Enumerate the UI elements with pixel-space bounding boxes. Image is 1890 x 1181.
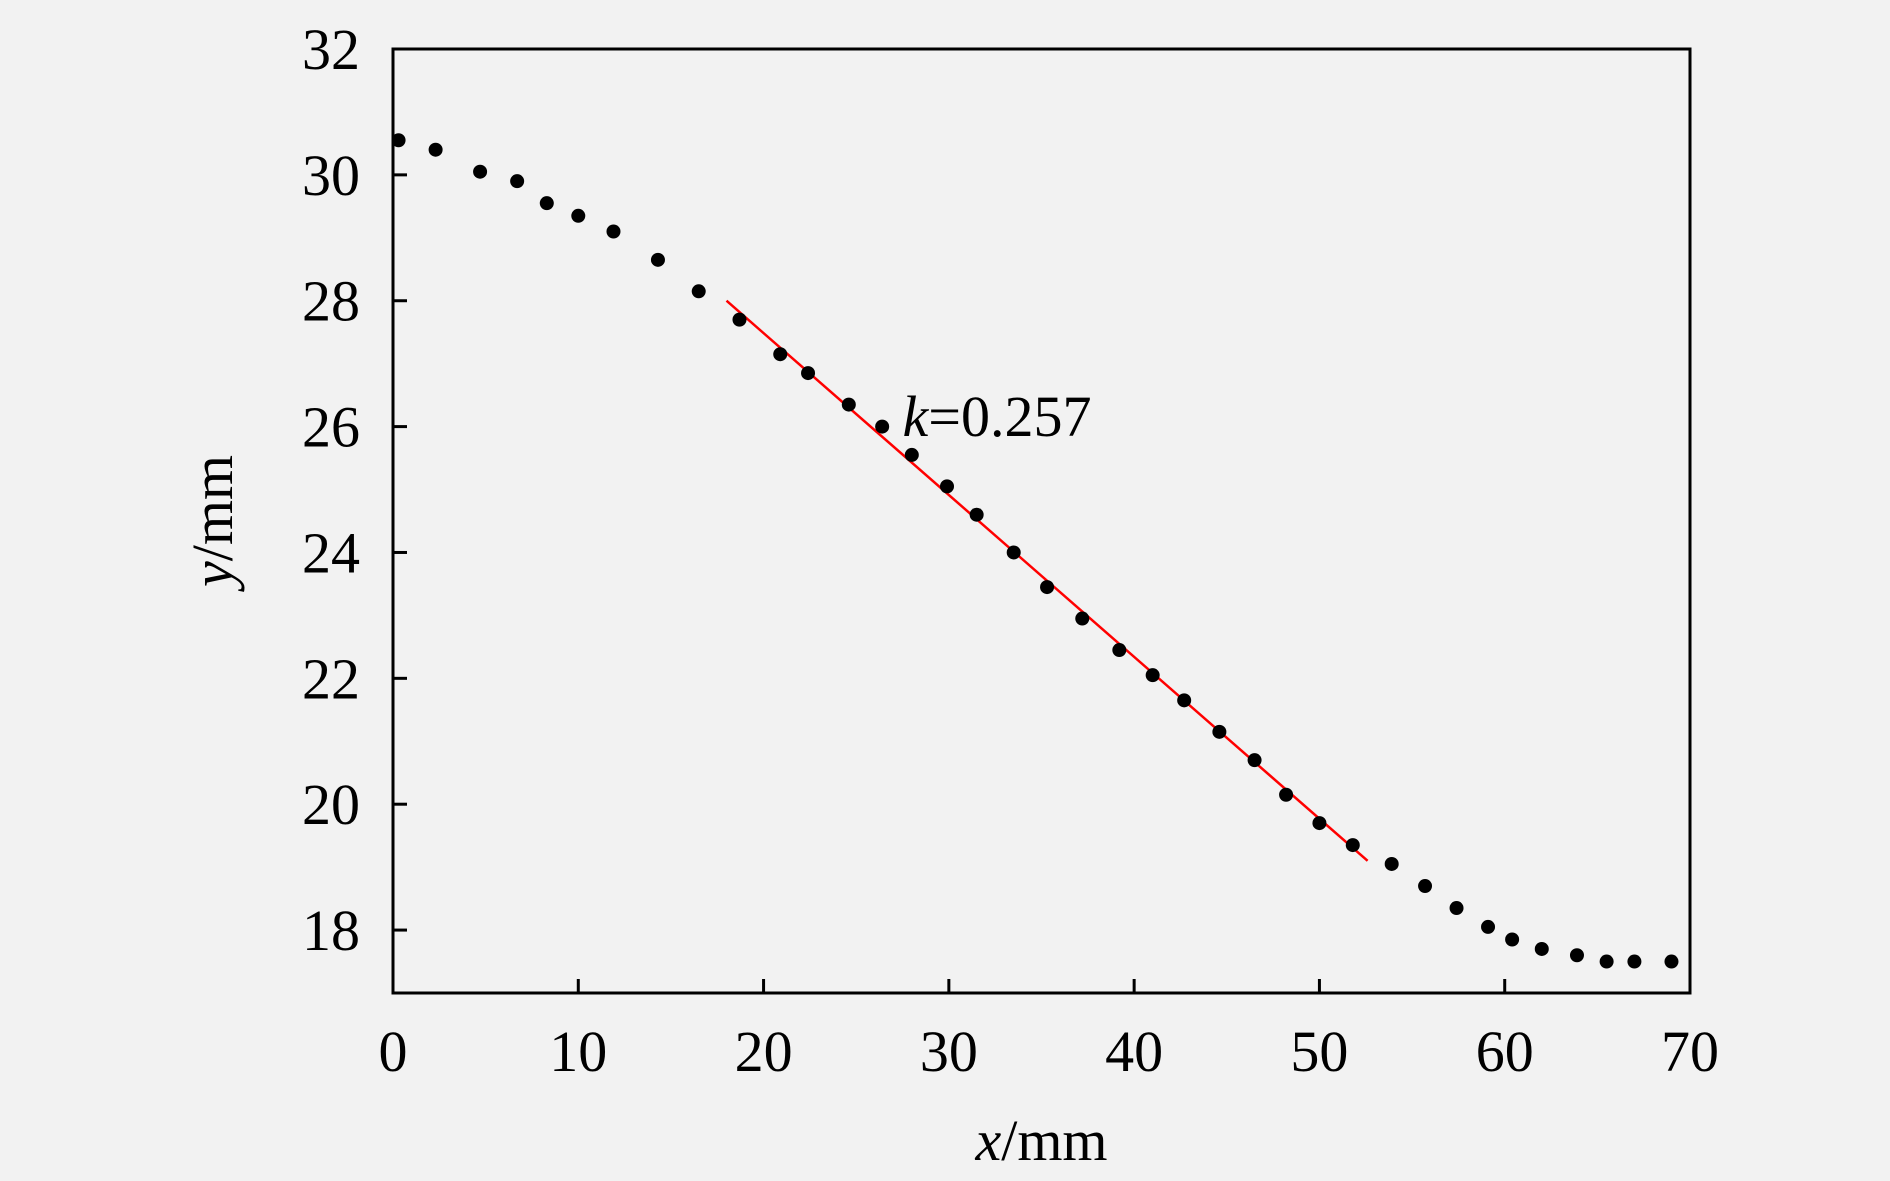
data-point	[1279, 787, 1294, 802]
data-point	[606, 224, 621, 239]
data-point	[571, 208, 586, 223]
data-point	[539, 196, 554, 211]
y-tick-label: 22	[302, 646, 360, 711]
x-axis-label: x/mm	[974, 1108, 1107, 1173]
data-point	[650, 252, 665, 267]
data-point	[1627, 954, 1642, 969]
data-point	[391, 133, 406, 148]
annotation-var: k	[903, 384, 930, 449]
data-point	[1569, 948, 1584, 963]
y-axis-label: y/mm	[180, 455, 245, 592]
x-tick-label: 50	[1290, 1019, 1348, 1084]
data-point	[875, 419, 890, 434]
data-point	[1145, 668, 1160, 683]
data-point	[510, 174, 525, 189]
data-point	[1481, 919, 1496, 934]
y-tick-label: 28	[302, 269, 360, 334]
data-point	[969, 507, 984, 522]
data-point	[773, 347, 788, 362]
data-point	[473, 164, 488, 179]
data-point	[691, 284, 706, 299]
y-tick-label: 26	[302, 395, 360, 460]
annotation-value: =0.257	[928, 384, 1091, 449]
data-point	[1345, 838, 1360, 853]
data-point	[1312, 816, 1327, 831]
data-point	[1112, 643, 1127, 658]
data-point	[1534, 941, 1549, 956]
x-tick-label: 10	[549, 1019, 607, 1084]
data-point	[428, 142, 443, 157]
data-point	[940, 479, 955, 494]
data-point	[1177, 693, 1192, 708]
data-point	[904, 447, 919, 462]
y-tick-label: 32	[302, 17, 360, 82]
data-point	[1599, 954, 1614, 969]
data-point	[841, 397, 856, 412]
x-tick-label: 40	[1105, 1019, 1163, 1084]
data-point	[1664, 954, 1679, 969]
data-point	[1449, 901, 1464, 916]
data-point	[1418, 879, 1433, 894]
y-tick-label: 20	[302, 772, 360, 837]
x-tick-label: 20	[735, 1019, 793, 1084]
plot-frame	[391, 47, 1692, 995]
data-point	[801, 366, 816, 381]
data-point	[1384, 856, 1399, 871]
data-point	[1040, 580, 1055, 595]
y-tick-label: 30	[302, 143, 360, 208]
data-point	[1505, 932, 1520, 947]
data-point	[1212, 724, 1227, 739]
x-tick-label: 0	[379, 1019, 408, 1084]
y-tick-label: 18	[302, 898, 360, 963]
data-point	[1006, 545, 1021, 560]
data-point	[1075, 611, 1090, 626]
x-tick-label: 30	[920, 1019, 978, 1084]
data-point	[1247, 753, 1262, 768]
y-tick-label: 24	[302, 520, 360, 585]
x-tick-label: 70	[1661, 1019, 1719, 1084]
slope-annotation: k=0.257	[903, 384, 1092, 449]
data-point	[732, 312, 747, 327]
x-tick-label: 60	[1476, 1019, 1534, 1084]
